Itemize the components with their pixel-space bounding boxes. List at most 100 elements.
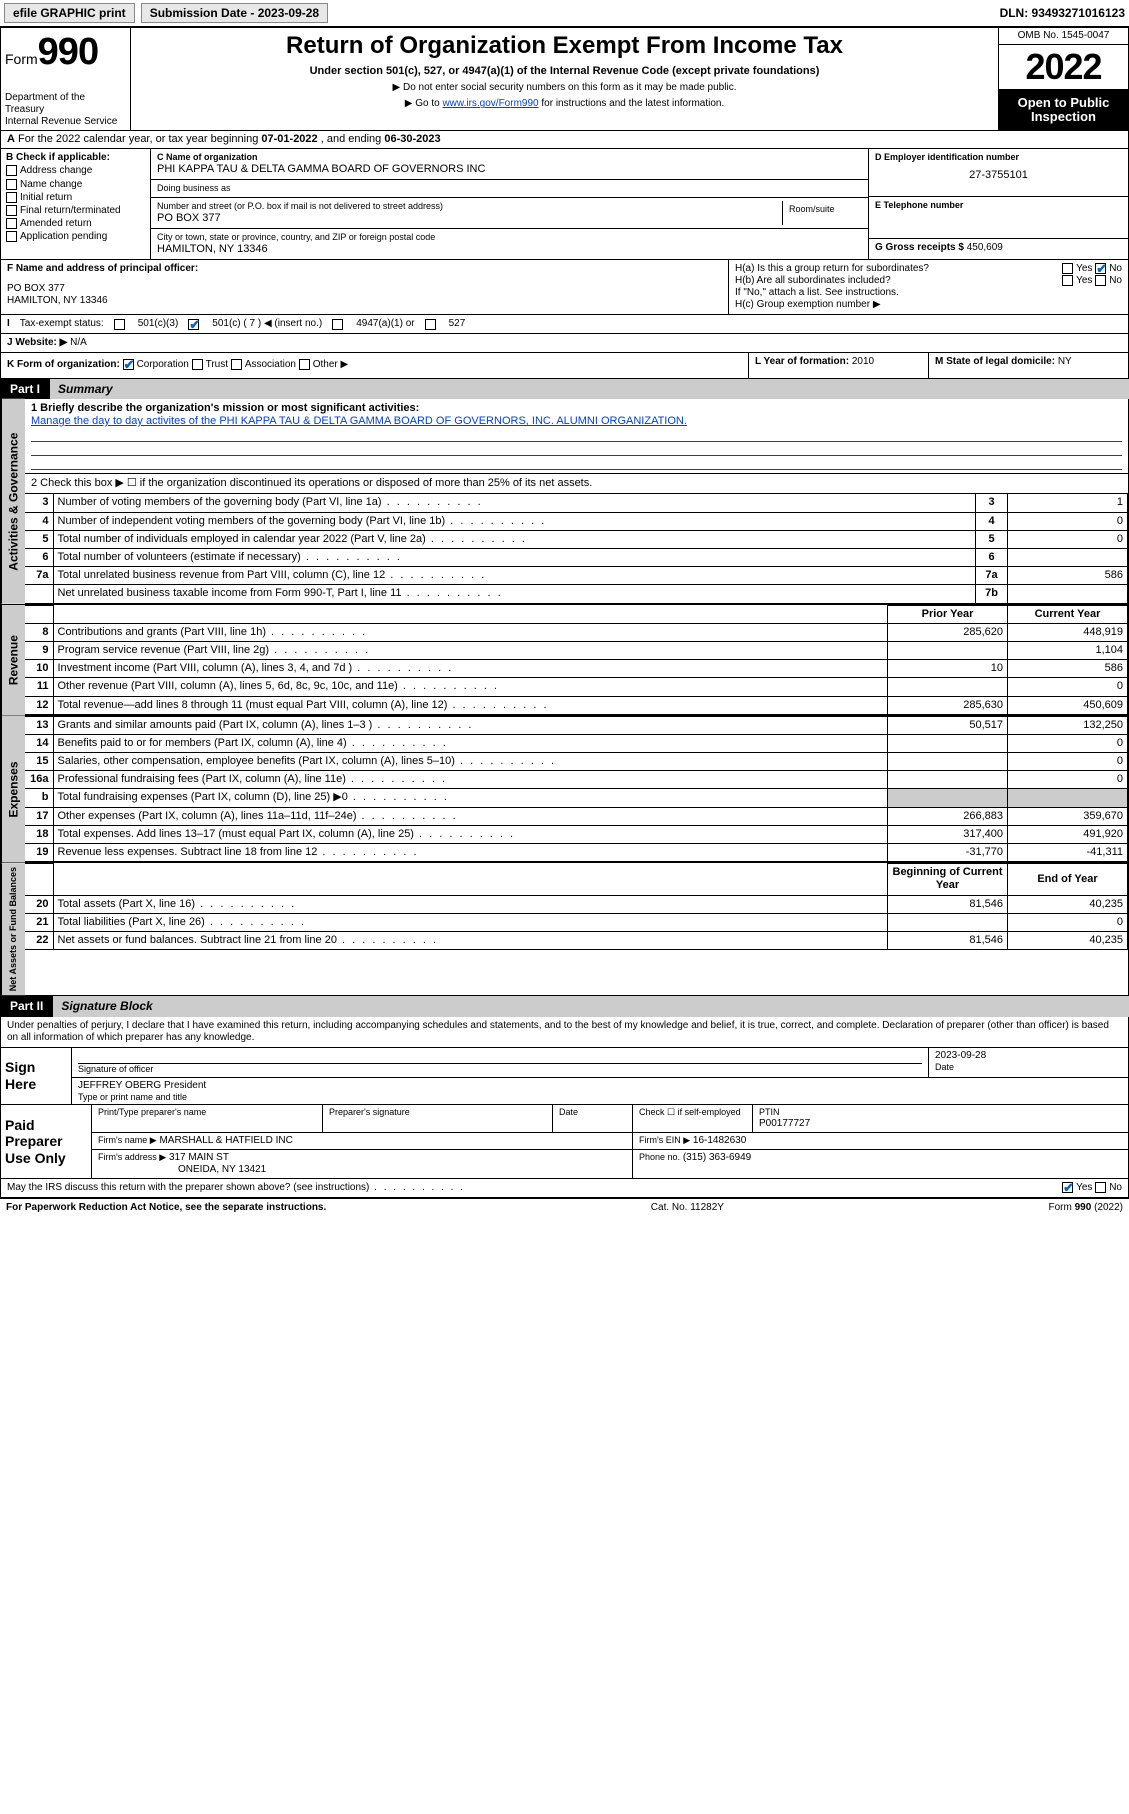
- form-number: Form990: [5, 30, 126, 76]
- fh-row: F Name and address of principal officer:…: [0, 260, 1129, 315]
- k-trust: Trust: [206, 360, 228, 371]
- submission-date-button[interactable]: Submission Date - 2023-09-28: [141, 3, 328, 23]
- note-link: ▶ Go to www.irs.gov/Form990 for instruct…: [137, 98, 992, 110]
- pt-check-lbl: Check ☐ if self-employed: [639, 1107, 746, 1118]
- row-prior: [888, 913, 1008, 931]
- discuss-yn: Yes No: [1062, 1182, 1122, 1194]
- sign-here-row: Sign Here Signature of officer 2023-09-2…: [1, 1047, 1128, 1105]
- tel-lbl: E Telephone number: [875, 200, 1122, 211]
- efile-button[interactable]: efile GRAPHIC print: [4, 3, 135, 23]
- box-i: I Tax-exempt status: 501(c)(3) 501(c) ( …: [0, 315, 1129, 334]
- discuss-yes-cb[interactable]: [1062, 1182, 1073, 1193]
- row-curr: 40,235: [1008, 931, 1128, 949]
- i-501c7: 501(c) ( 7 ) ◀ (insert no.): [212, 318, 322, 330]
- row-num: 13: [25, 716, 53, 734]
- k-assoc-cb[interactable]: [231, 359, 242, 370]
- discuss-no-cb[interactable]: [1095, 1182, 1106, 1193]
- dln-text: DLN: 93493271016123: [1000, 6, 1125, 20]
- row-desc: Total liabilities (Part X, line 26): [53, 913, 888, 931]
- hb-yes-cb[interactable]: [1062, 275, 1073, 286]
- sig-lbl: Signature of officer: [78, 1064, 922, 1075]
- sig-name-cell: JEFFREY OBERG President Type or print na…: [72, 1078, 1128, 1105]
- row-desc: Salaries, other compensation, employee b…: [53, 753, 888, 771]
- ha-no-cb[interactable]: [1095, 263, 1106, 274]
- sign-cells: Signature of officer 2023-09-28 Date JEF…: [71, 1048, 1128, 1105]
- mission-blank2: [31, 442, 1122, 456]
- table-row: 17 Other expenses (Part IX, column (A), …: [25, 807, 1128, 825]
- row-curr: 40,235: [1008, 895, 1128, 913]
- row-prior: [888, 734, 1008, 752]
- cb-address-change[interactable]: Address change: [6, 165, 145, 177]
- cb-initial-return[interactable]: Initial return: [6, 192, 145, 204]
- page-footer: For Paperwork Reduction Act Notice, see …: [0, 1198, 1129, 1217]
- cb-final-return[interactable]: Final return/terminated: [6, 205, 145, 217]
- opt-final: Final return/terminated: [20, 205, 121, 216]
- i-4947-cb[interactable]: [332, 319, 343, 330]
- footer-left: For Paperwork Reduction Act Notice, see …: [6, 1202, 326, 1214]
- i-527-cb[interactable]: [425, 319, 436, 330]
- box-m: M State of legal domicile: NY: [928, 353, 1128, 377]
- row-desc: Total number of individuals employed in …: [53, 530, 976, 548]
- i-501c3-cb[interactable]: [114, 319, 125, 330]
- part-i-title: Summary: [50, 379, 1129, 399]
- sig-line2: JEFFREY OBERG President Type or print na…: [72, 1078, 1128, 1105]
- ein-lbl: D Employer identification number: [875, 152, 1122, 163]
- box-l: L Year of formation: 2010: [748, 353, 928, 377]
- hb-yn: Yes No: [1062, 275, 1122, 287]
- row-curr: -41,311: [1008, 844, 1128, 862]
- mission-blank1: [31, 428, 1122, 442]
- table-row: b Total fundraising expenses (Part IX, c…: [25, 789, 1128, 807]
- ha-yes-cb[interactable]: [1062, 263, 1073, 274]
- hb-no-cb[interactable]: [1095, 275, 1106, 286]
- box-j: J Website: ▶ N/A: [0, 334, 1129, 353]
- row-box: 4: [976, 512, 1008, 530]
- dba-cell: Doing business as: [151, 180, 868, 198]
- line1-lbl: 1 Briefly describe the organization's mi…: [31, 402, 1122, 415]
- gross-val: 450,609: [967, 242, 1003, 253]
- sig-date: 2023-09-28: [935, 1050, 1122, 1062]
- row-curr: 0: [1008, 734, 1128, 752]
- pt-date-lbl: Date: [559, 1107, 626, 1118]
- row-curr: 491,920: [1008, 825, 1128, 843]
- sig-field[interactable]: [78, 1050, 922, 1064]
- row-desc: Investment income (Part VIII, column (A)…: [53, 660, 888, 678]
- box-deg: D Employer identification number 27-3755…: [868, 149, 1128, 259]
- ptin-val: P00177727: [759, 1118, 1122, 1130]
- city-lbl: City or town, state or province, country…: [157, 232, 862, 243]
- city-cell: City or town, state or province, country…: [151, 229, 868, 259]
- form-prefix: Form: [5, 51, 38, 67]
- net-table: Beginning of Current YearEnd of Year 20 …: [25, 863, 1128, 950]
- k-other: Other ▶: [313, 360, 348, 371]
- k-corp: Corporation: [137, 360, 189, 371]
- row-curr: 0: [1008, 678, 1128, 696]
- cb-pending[interactable]: Application pending: [6, 231, 145, 243]
- net-section: Net Assets or Fund Balances Beginning of…: [0, 863, 1129, 996]
- table-row: 13 Grants and similar amounts paid (Part…: [25, 716, 1128, 734]
- cb-name-change[interactable]: Name change: [6, 179, 145, 191]
- i-501c7-cb[interactable]: [188, 319, 199, 330]
- dba-lbl: Doing business as: [157, 183, 862, 194]
- f-line1: PO BOX 377: [7, 283, 722, 295]
- pt-check-cell: Check ☐ if self-employed: [632, 1105, 752, 1132]
- irs-link[interactable]: www.irs.gov/Form990: [442, 98, 538, 109]
- k-other-cb[interactable]: [299, 359, 310, 370]
- open-public-badge: Open to Public Inspection: [999, 90, 1128, 131]
- row-prior: 317,400: [888, 825, 1008, 843]
- firm-addr-cell: Firm's address ▶ 317 MAIN ST ONEIDA, NY …: [92, 1150, 632, 1178]
- taxyear-text-a: For the 2022 calendar year, or tax year …: [18, 133, 261, 145]
- sign-here-lbl: Sign Here: [1, 1048, 71, 1105]
- box-h: H(a) Is this a group return for subordin…: [728, 260, 1128, 314]
- discuss-row: May the IRS discuss this return with the…: [1, 1178, 1128, 1197]
- row-desc: Other revenue (Part VIII, column (A), li…: [53, 678, 888, 696]
- row-desc: Other expenses (Part IX, column (A), lin…: [53, 807, 888, 825]
- declaration: Under penalties of perjury, I declare th…: [0, 1017, 1129, 1047]
- firm-name: MARSHALL & HATFIELD INC: [159, 1135, 292, 1146]
- paid-line2: Firm's name ▶ MARSHALL & HATFIELD INC Fi…: [92, 1133, 1128, 1150]
- box-d: D Employer identification number 27-3755…: [869, 149, 1128, 197]
- row-num: b: [25, 789, 53, 807]
- row-prior: [888, 771, 1008, 789]
- cb-amended[interactable]: Amended return: [6, 218, 145, 230]
- k-corp-cb[interactable]: [123, 359, 134, 370]
- k-trust-cb[interactable]: [192, 359, 203, 370]
- taxyear-text-b: , and ending: [318, 133, 385, 145]
